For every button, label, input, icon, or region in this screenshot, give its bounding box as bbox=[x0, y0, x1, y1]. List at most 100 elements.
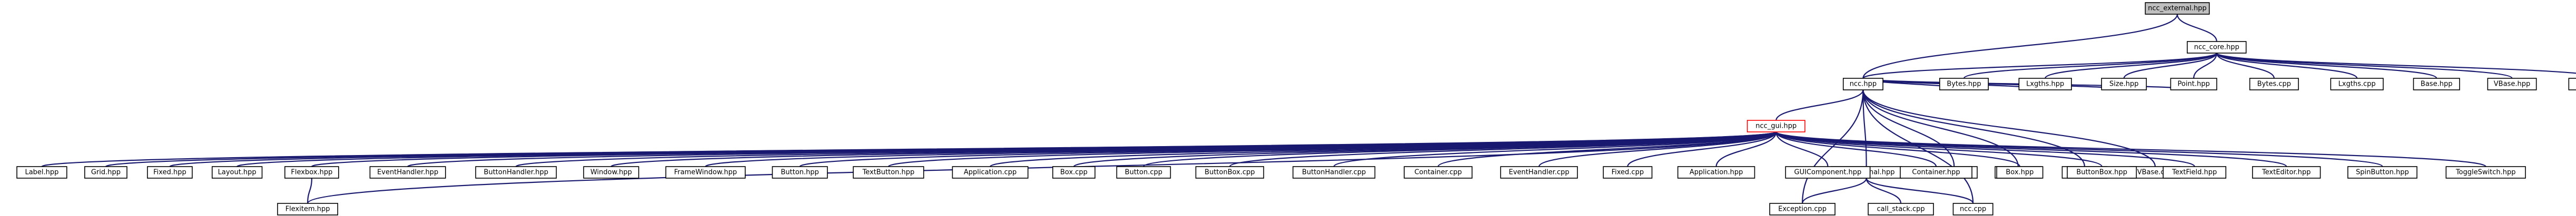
graph-node-flexitem-hpp[interactable]: Flexitem.hpp bbox=[277, 203, 339, 215]
graph-node-bytes-hpp[interactable]: Bytes.hpp bbox=[1939, 78, 1989, 90]
node-box bbox=[2187, 41, 2247, 54]
graph-node-buttonbox-hpp[interactable]: ButtonBox.hpp bbox=[2067, 166, 2137, 179]
node-label: Application.cpp bbox=[964, 169, 1016, 177]
graph-node-bytes-cpp[interactable]: Bytes.cpp bbox=[2249, 78, 2299, 90]
edge-ncc_gui-to-spinbutton_hpp bbox=[1775, 131, 2383, 168]
graph-node-eventhandler-hpp[interactable]: EventHandler.hpp bbox=[369, 166, 446, 179]
edge-ncc_gui-to-application_hpp bbox=[1715, 131, 1777, 167]
edge-ncc_core-to-lxgths_cpp bbox=[2216, 53, 2358, 79]
graph-node-ncc[interactable]: ncc.hpp bbox=[1842, 78, 1883, 90]
graph-node-textfield-hpp[interactable]: TextField.hpp bbox=[2163, 166, 2227, 179]
graph-node-fixed-hpp[interactable]: Fixed.hpp bbox=[147, 166, 193, 179]
graph-node-container-cpp[interactable]: Container.cpp bbox=[1404, 166, 1473, 179]
edge-ncc_core-to-ncc bbox=[1862, 52, 2217, 79]
graph-node-application-cpp[interactable]: Application.cpp bbox=[952, 166, 1029, 179]
node-box bbox=[2568, 78, 2576, 90]
graph-node-spinbutton-hpp[interactable]: SpinButton.hpp bbox=[2347, 166, 2417, 179]
edge-ncc_gui-to-buttonhandler_cpp bbox=[1333, 131, 1777, 168]
graph-node-eventhandler-cpp[interactable]: EventHandler.cpp bbox=[1500, 166, 1578, 179]
node-box bbox=[147, 166, 193, 179]
graph-node-buttonhandler-hpp[interactable]: ButtonHandler.hpp bbox=[475, 166, 557, 179]
node-label: Bytes.hpp bbox=[1947, 80, 1981, 88]
node-box bbox=[1939, 78, 1989, 90]
graph-node-lxgths-cpp[interactable]: Lxgths.cpp bbox=[2330, 78, 2384, 90]
node-box bbox=[369, 166, 446, 179]
node-label: ButtonHandler.hpp bbox=[484, 169, 548, 177]
graph-node-box-hpp[interactable]: Box.hpp bbox=[1996, 166, 2044, 179]
node-box bbox=[2347, 166, 2417, 179]
node-box bbox=[1677, 166, 1755, 179]
edge-ncc_gui-to-container_hpp bbox=[1775, 131, 1937, 167]
graph-node-layout-hpp[interactable]: Layout.hpp bbox=[211, 166, 263, 179]
node-label: Container.hpp bbox=[1912, 169, 1960, 177]
graph-node-base-hpp[interactable]: Base.hpp bbox=[2413, 78, 2460, 90]
graph-node-container-hpp[interactable]: Container.hpp bbox=[1900, 166, 1972, 179]
edge-ncc_core-to-base_hpp bbox=[2216, 52, 2437, 79]
node-label: ButtonBox.hpp bbox=[2076, 169, 2127, 177]
node-label: Box.cpp bbox=[1060, 169, 1088, 177]
graph-node-flexbox-hpp[interactable]: Flexbox.hpp bbox=[284, 166, 339, 179]
graph-node-ncc-external[interactable]: ncc_external.hpp bbox=[2145, 2, 2210, 15]
graph-node-exception-hpp[interactable]: Exception.hpp bbox=[2568, 78, 2576, 90]
node-box bbox=[1996, 166, 2044, 179]
node-label: Layout.hpp bbox=[218, 169, 256, 177]
graph-node-grid-hpp[interactable]: Grid.hpp bbox=[84, 166, 127, 179]
graph-node-vbase-hpp[interactable]: VBase.hpp bbox=[2487, 78, 2537, 90]
graph-node-lxgths-hpp[interactable]: Lxgths.hpp bbox=[2018, 78, 2072, 90]
graph-node-ncc-gui[interactable]: ncc_gui.hpp bbox=[1746, 120, 1805, 132]
graph-node-exception-cpp[interactable]: Exception.cpp bbox=[1769, 203, 1835, 215]
edge-ncc_gui-to-buttonhandler_hpp bbox=[515, 131, 1777, 168]
node-box bbox=[1842, 78, 1883, 90]
node-box bbox=[2487, 78, 2537, 90]
node-box bbox=[1746, 120, 1805, 132]
node-label: Base.hpp bbox=[2421, 80, 2453, 88]
node-box bbox=[1195, 166, 1265, 179]
node-box bbox=[2249, 78, 2299, 90]
graph-node-guicomponent-hpp[interactable]: GUIComponent.hpp bbox=[1785, 166, 1871, 179]
graph-node-texteditor-hpp[interactable]: TextEditor.hpp bbox=[2252, 166, 2321, 179]
node-label: FrameWindow.hpp bbox=[674, 169, 737, 177]
node-box bbox=[2413, 78, 2460, 90]
graph-node-ncc-core[interactable]: ncc_core.hpp bbox=[2187, 41, 2247, 54]
node-box bbox=[1900, 166, 1972, 179]
node-box bbox=[1500, 166, 1578, 179]
graph-node-button-hpp[interactable]: Button.hpp bbox=[772, 166, 828, 179]
node-box bbox=[2163, 166, 2227, 179]
node-box bbox=[1052, 166, 1095, 179]
graph-node-box-cpp[interactable]: Box.cpp bbox=[1052, 166, 1095, 179]
node-label: EventHandler.hpp bbox=[377, 169, 438, 177]
node-label: Label.hpp bbox=[25, 169, 58, 177]
edge-ncc_internal-to-call_stack_cpp bbox=[1866, 178, 1902, 204]
edge-ncc_gui-to-eventhandler_cpp bbox=[1538, 131, 1777, 167]
node-label: Bytes.cpp bbox=[2257, 80, 2291, 88]
graph-node-textbutton-hpp[interactable]: TextButton.hpp bbox=[853, 166, 924, 179]
graph-node-window-hpp[interactable]: Window.hpp bbox=[583, 166, 639, 179]
node-label: TextField.hpp bbox=[2172, 169, 2217, 177]
graph-node-call-stack-cpp[interactable]: call_stack.cpp bbox=[1868, 203, 1934, 215]
edge-ncc-to-vbase_cpp bbox=[1862, 89, 2156, 167]
graph-node-buttonbox-cpp[interactable]: ButtonBox.cpp bbox=[1195, 166, 1265, 179]
edge-ncc_gui-to-box_hpp bbox=[1775, 131, 2021, 167]
node-label: Exception.cpp bbox=[1778, 205, 1827, 213]
node-label: Box.hpp bbox=[2006, 169, 2034, 177]
graph-node-button-cpp[interactable]: Button.cpp bbox=[1116, 166, 1171, 179]
node-label: Application.hpp bbox=[1690, 169, 1743, 177]
node-box bbox=[2252, 166, 2321, 179]
graph-node-label-hpp[interactable]: Label.hpp bbox=[16, 166, 67, 179]
node-label: Flexitem.hpp bbox=[285, 205, 330, 213]
graph-node-application-hpp[interactable]: Application.hpp bbox=[1677, 166, 1755, 179]
graph-node-fixed-cpp[interactable]: Fixed.cpp bbox=[1603, 166, 1653, 179]
edge-ncc_internal-to-exception_cpp bbox=[1802, 178, 1867, 204]
graph-node-toggleswitch-hpp[interactable]: ToggleSwitch.hpp bbox=[2445, 166, 2526, 179]
graph-node-ncc-cpp[interactable]: ncc.cpp bbox=[1952, 203, 1993, 215]
node-label: SpinButton.hpp bbox=[2356, 169, 2409, 177]
graph-node-size-hpp[interactable]: Size.hpp bbox=[2101, 78, 2147, 90]
graph-node-buttonhandler-cpp[interactable]: ButtonHandler.cpp bbox=[1292, 166, 1376, 179]
graph-node-framewindow-hpp[interactable]: FrameWindow.hpp bbox=[665, 166, 746, 179]
node-box bbox=[2101, 78, 2147, 90]
edge-ncc_core-to-bytes_cpp bbox=[2216, 53, 2275, 79]
graph-node-point-hpp[interactable]: Point.hpp bbox=[2170, 78, 2217, 90]
node-label: EventHandler.cpp bbox=[1509, 169, 1570, 177]
node-label: Size.hpp bbox=[2109, 80, 2139, 88]
edge-ncc_gui-to-buttonbox_cpp bbox=[1229, 131, 1777, 168]
